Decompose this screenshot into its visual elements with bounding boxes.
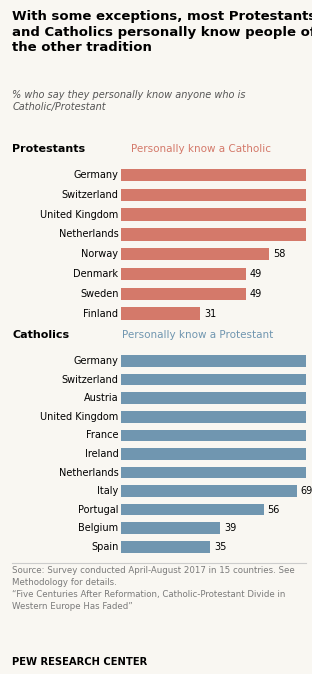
Text: Netherlands: Netherlands: [59, 229, 119, 239]
Bar: [121, 522, 221, 534]
Text: Norway: Norway: [81, 249, 119, 259]
Bar: [121, 485, 297, 497]
Text: Austria: Austria: [84, 393, 119, 403]
Bar: [121, 189, 312, 201]
Bar: [121, 169, 312, 181]
Text: Spain: Spain: [91, 542, 119, 552]
Bar: [121, 429, 312, 441]
Bar: [121, 228, 312, 241]
Text: Germany: Germany: [74, 356, 119, 366]
Text: 58: 58: [273, 249, 285, 259]
Text: Protestants: Protestants: [12, 144, 85, 154]
Text: France: France: [86, 431, 119, 440]
Text: Denmark: Denmark: [73, 269, 119, 279]
Bar: [121, 374, 312, 386]
Text: Switzerland: Switzerland: [61, 190, 119, 200]
Text: Ireland: Ireland: [85, 449, 119, 459]
Text: With some exceptions, most Protestants
and Catholics personally know people of
t: With some exceptions, most Protestants a…: [12, 10, 312, 54]
Text: 35: 35: [214, 542, 227, 552]
Text: Netherlands: Netherlands: [59, 468, 119, 477]
Text: Personally know a Protestant: Personally know a Protestant: [122, 330, 273, 340]
Text: 39: 39: [224, 523, 236, 533]
Bar: [121, 467, 312, 479]
Bar: [121, 355, 312, 367]
Text: Finland: Finland: [83, 309, 119, 319]
Text: PEW RESEARCH CENTER: PEW RESEARCH CENTER: [12, 657, 148, 667]
Text: United Kingdom: United Kingdom: [40, 210, 119, 220]
Bar: [121, 208, 312, 221]
Text: 69: 69: [301, 486, 312, 496]
Text: Personally know a Catholic: Personally know a Catholic: [131, 144, 271, 154]
Text: Catholics: Catholics: [12, 330, 70, 340]
Text: 49: 49: [250, 269, 262, 279]
Text: 31: 31: [204, 309, 216, 319]
Text: Sweden: Sweden: [80, 289, 119, 299]
Bar: [121, 268, 246, 280]
Text: Germany: Germany: [74, 170, 119, 180]
Bar: [121, 288, 246, 300]
Bar: [121, 392, 312, 404]
Text: Portugal: Portugal: [78, 505, 119, 515]
Bar: [121, 248, 269, 260]
Text: % who say they personally know anyone who is
Catholic/Protestant: % who say they personally know anyone wh…: [12, 90, 246, 112]
Text: 49: 49: [250, 289, 262, 299]
Bar: [121, 307, 200, 319]
Text: United Kingdom: United Kingdom: [40, 412, 119, 422]
Text: Belgium: Belgium: [78, 523, 119, 533]
Text: 56: 56: [268, 505, 280, 515]
Bar: [121, 448, 312, 460]
Bar: [121, 411, 312, 423]
Text: Switzerland: Switzerland: [61, 375, 119, 385]
Text: Source: Survey conducted April-August 2017 in 15 countries. See
Methodology for : Source: Survey conducted April-August 20…: [12, 566, 295, 611]
Text: Italy: Italy: [97, 486, 119, 496]
Bar: [121, 504, 264, 516]
Bar: [121, 541, 210, 553]
